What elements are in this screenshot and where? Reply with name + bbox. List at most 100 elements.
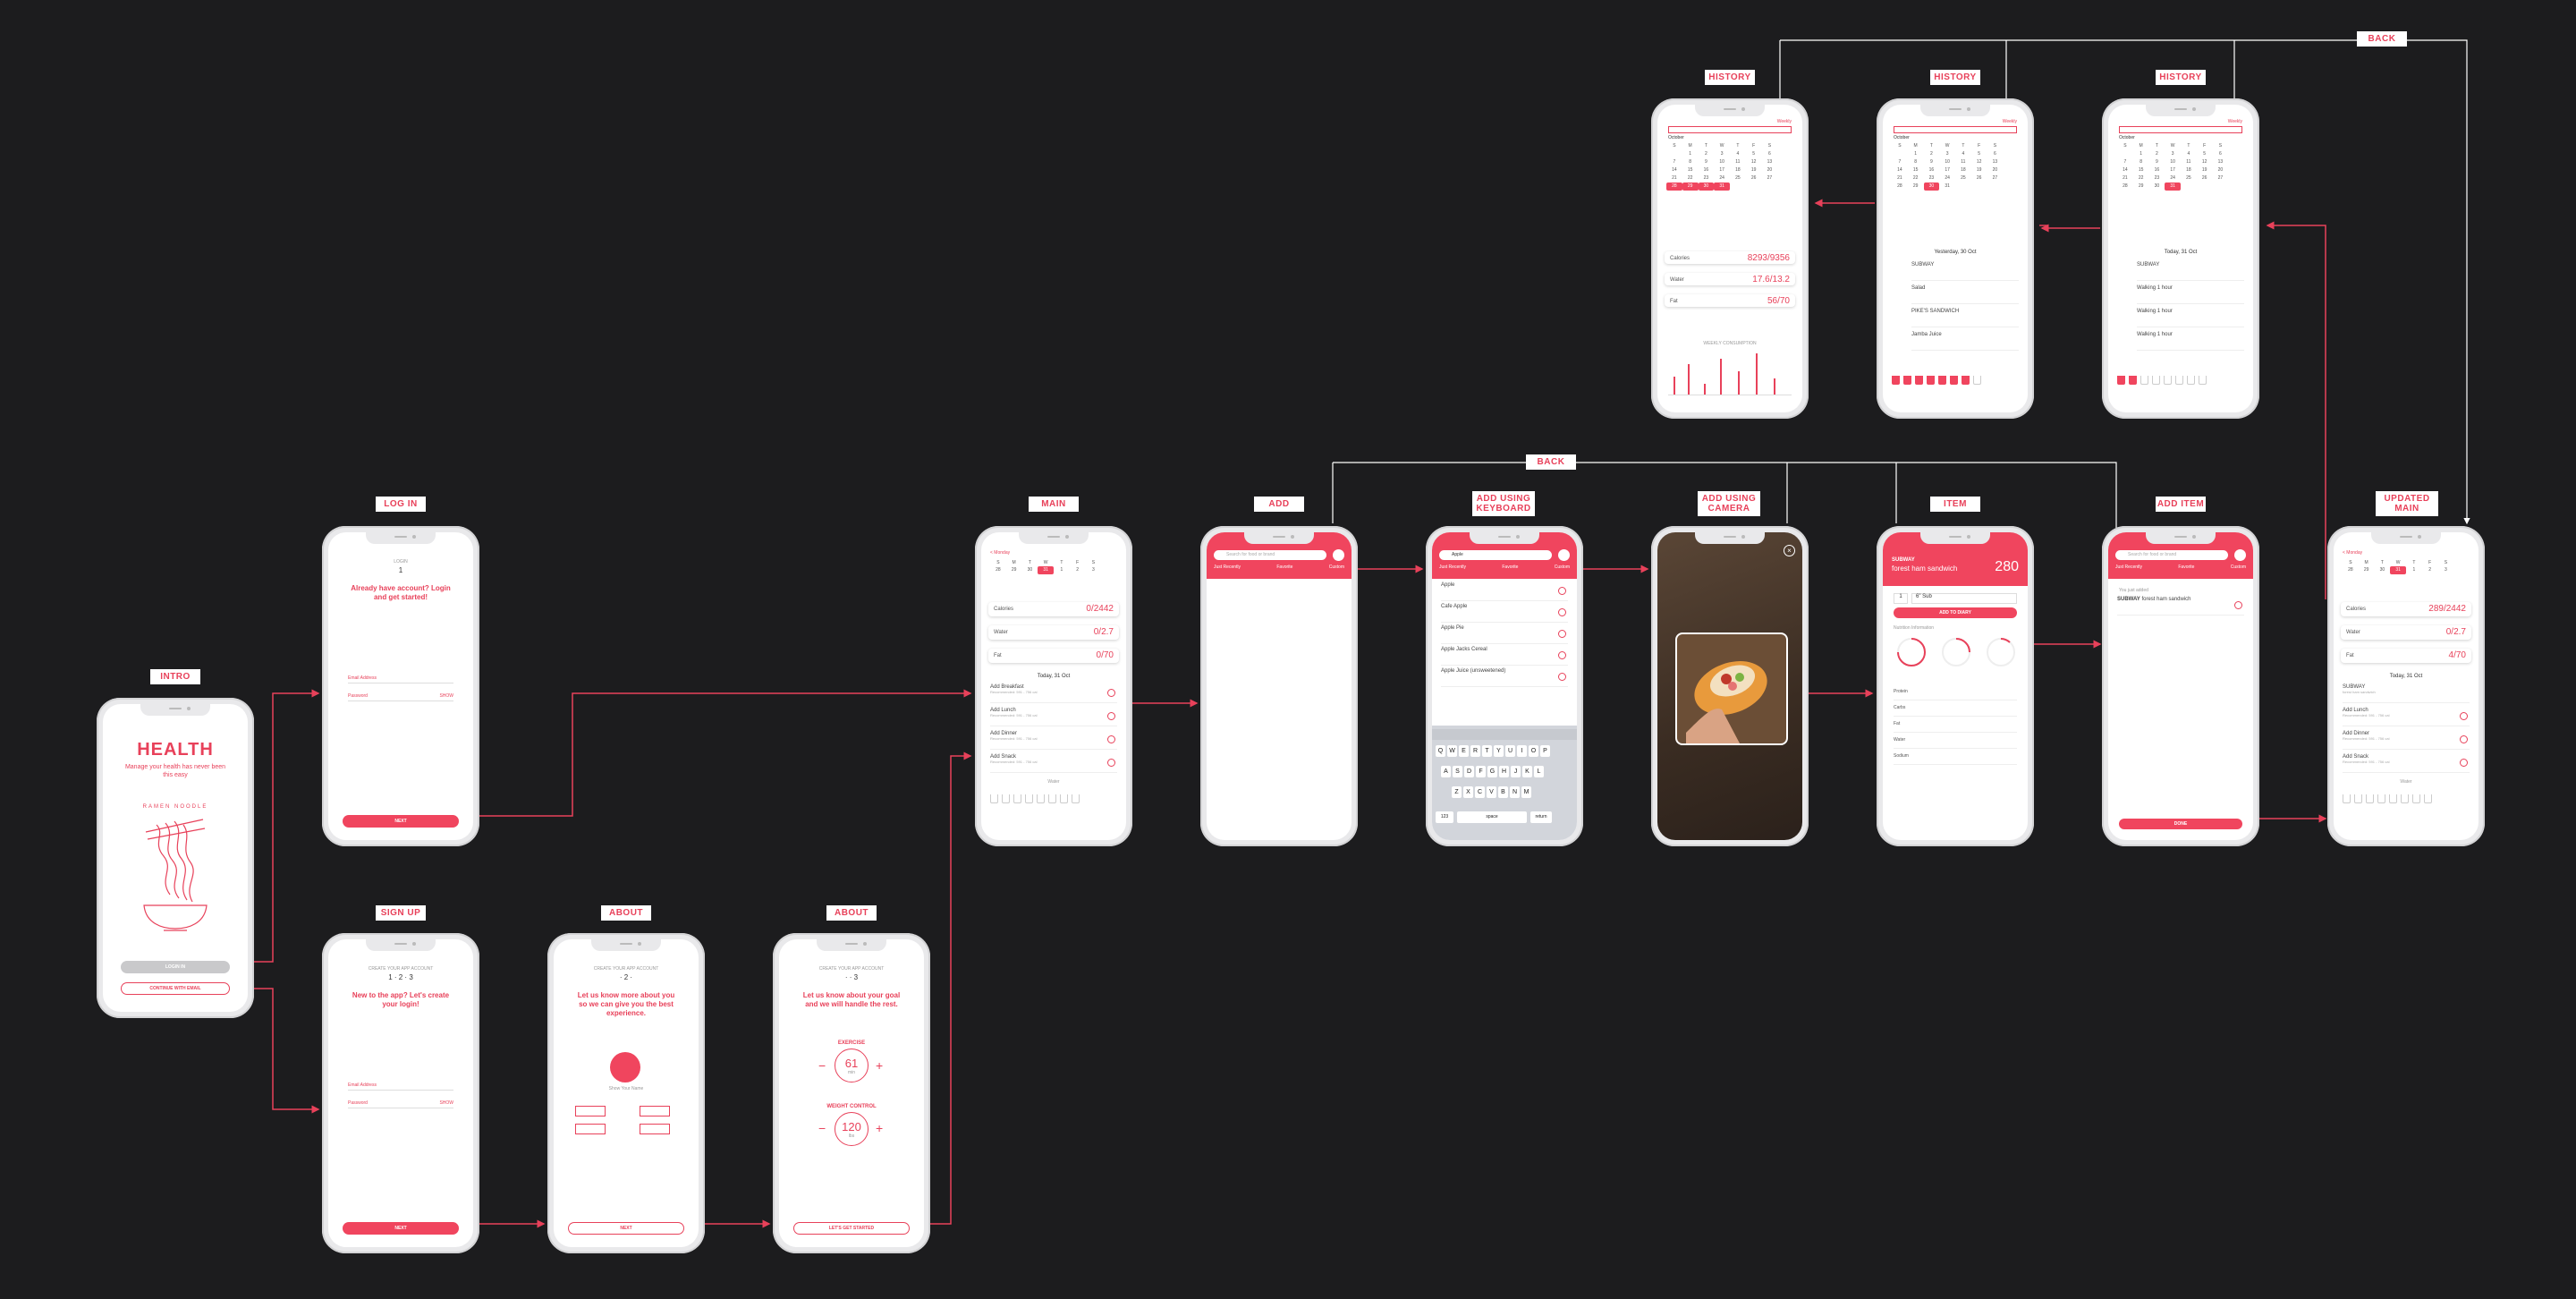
calendar-day[interactable]: 2 bbox=[1704, 151, 1707, 157]
calendar-day[interactable]: 24 bbox=[1945, 175, 1950, 181]
food-tabs[interactable]: Just Recently Favorite Custom bbox=[1439, 565, 1570, 570]
period-tabs[interactable] bbox=[2119, 126, 2242, 133]
key[interactable]: I bbox=[1517, 745, 1527, 757]
calendar-day[interactable]: 15 bbox=[1912, 167, 1919, 173]
meal-row[interactable]: Add Snack Recommended: 591 - 756 cal bbox=[990, 754, 1117, 773]
calendar-day[interactable]: 6 bbox=[1993, 151, 1996, 157]
calendar-day[interactable]: 19 bbox=[1750, 167, 1757, 173]
calendar-day[interactable]: 25 bbox=[1961, 175, 1966, 181]
key[interactable]: Z bbox=[1452, 786, 1462, 798]
calendar-day[interactable]: 20 bbox=[2217, 167, 2224, 173]
calendar-day[interactable]: 28 bbox=[2123, 183, 2128, 189]
key[interactable]: E bbox=[1459, 745, 1469, 757]
meal-row[interactable]: Add Dinner Recommended: 591 - 756 cal bbox=[2343, 731, 2470, 750]
water-cups[interactable] bbox=[2343, 792, 2470, 803]
calendar-day[interactable]: 12 bbox=[1750, 159, 1757, 165]
week-dates[interactable]: 28 29 30 31 1 2 3 bbox=[2348, 566, 2447, 574]
add-to-diary-button[interactable]: ADD TO DIARY bbox=[1894, 607, 2017, 618]
calendar-day[interactable]: 14 bbox=[2123, 167, 2128, 173]
history-row[interactable]: SUBWAY bbox=[1911, 262, 2019, 281]
calendar-day[interactable]: 13 bbox=[1767, 159, 1773, 165]
password-field[interactable]: Password SHOW bbox=[348, 693, 453, 701]
meal-row[interactable]: Add Dinner Recommended: 591 - 756 cal bbox=[990, 731, 1117, 750]
done-button[interactable]: DONE bbox=[2119, 819, 2242, 829]
calendar-day[interactable]: 7 bbox=[1898, 159, 1902, 165]
meal-row[interactable]: Add Breakfast Recommended: 591 - 756 cal bbox=[990, 684, 1117, 703]
key[interactable]: L bbox=[1534, 766, 1544, 777]
info-field[interactable] bbox=[640, 1106, 670, 1116]
calendar-day[interactable]: 30 bbox=[2154, 183, 2160, 189]
calendar-day[interactable]: 28 bbox=[1897, 183, 1902, 189]
space-key[interactable]: space bbox=[1457, 811, 1527, 823]
history-row[interactable]: PIKE'S SANDWICH bbox=[1911, 309, 2019, 327]
meal-row[interactable]: Add Lunch Recommended: 591 - 756 cal bbox=[2343, 708, 2470, 726]
calendar-day[interactable]: 18 bbox=[1735, 167, 1741, 173]
calendar-day[interactable]: 24 bbox=[1719, 175, 1724, 181]
key[interactable]: P bbox=[1540, 745, 1550, 757]
calendar-day[interactable]: 29 bbox=[2138, 183, 2144, 189]
camera-icon[interactable] bbox=[2234, 549, 2246, 561]
search-result[interactable]: Apple Jacks Cereal bbox=[1441, 647, 1568, 666]
calendar-day[interactable]: 26 bbox=[1976, 175, 1982, 181]
calendar-day[interactable]: 4 bbox=[1962, 151, 1965, 157]
calendar-day[interactable]: 4 bbox=[2187, 151, 2190, 157]
calendar-day[interactable]: 8 bbox=[1914, 159, 1918, 165]
calendar-day[interactable]: 3 bbox=[1720, 151, 1724, 157]
calendar-day[interactable]: 29 bbox=[1912, 183, 1919, 189]
meal-row[interactable]: Add Snack Recommended: 591 - 756 cal bbox=[2343, 754, 2470, 773]
calendar-day[interactable]: 11 bbox=[1735, 159, 1741, 165]
return-key[interactable]: return bbox=[1530, 811, 1552, 823]
period-tabs[interactable] bbox=[1668, 126, 1792, 133]
calendar-day[interactable]: 6 bbox=[2218, 151, 2222, 157]
key[interactable]: D bbox=[1464, 766, 1474, 777]
meal-row[interactable]: Add Lunch Recommended: 591 - 756 cal bbox=[990, 708, 1117, 726]
history-row[interactable]: Jamba Juice bbox=[1911, 332, 2019, 351]
filter-select[interactable]: Weekly bbox=[1776, 119, 1792, 124]
calendar-day[interactable]: 3 bbox=[1945, 151, 1949, 157]
key[interactable]: C bbox=[1475, 786, 1485, 798]
info-field[interactable] bbox=[575, 1124, 606, 1134]
calendar-day[interactable]: 29 bbox=[1682, 183, 1699, 191]
calendar-day[interactable]: 8 bbox=[1689, 159, 1692, 165]
calendar-day[interactable]: 11 bbox=[2186, 159, 2191, 165]
calendar-day[interactable]: 7 bbox=[1673, 159, 1676, 165]
calendar-day[interactable]: 2 bbox=[1929, 151, 1933, 157]
month-label[interactable]: October bbox=[2119, 135, 2135, 140]
calendar-day[interactable]: 26 bbox=[1750, 175, 1757, 181]
calendar-day[interactable]: 5 bbox=[2203, 151, 2207, 157]
history-row[interactable]: Salad bbox=[1911, 285, 2019, 304]
key[interactable]: B bbox=[1498, 786, 1508, 798]
search-result[interactable]: Apple bbox=[1441, 582, 1568, 601]
food-tabs[interactable]: Just Recently Favorite Custom bbox=[1214, 565, 1344, 570]
calendar-day[interactable]: 12 bbox=[1976, 159, 1982, 165]
key[interactable]: T bbox=[1482, 745, 1492, 757]
calendar-day[interactable]: 9 bbox=[2155, 159, 2158, 165]
key[interactable]: K bbox=[1522, 766, 1532, 777]
key[interactable]: O bbox=[1529, 745, 1538, 757]
calendar-day[interactable]: 10 bbox=[2170, 159, 2175, 165]
camera-icon[interactable] bbox=[1558, 549, 1570, 561]
exercise-minus-button[interactable]: − bbox=[818, 1058, 826, 1073]
history-row[interactable]: Walking 1 hour bbox=[2137, 332, 2244, 351]
calendar-day[interactable]: 19 bbox=[1976, 167, 1982, 173]
calendar-day[interactable]: 31 bbox=[1945, 183, 1950, 189]
food-tabs[interactable]: Just Recently Favorite Custom bbox=[2115, 565, 2246, 570]
key[interactable]: X bbox=[1463, 786, 1473, 798]
calendar-day[interactable]: 14 bbox=[1672, 167, 1677, 173]
month-calendar[interactable]: S M T W T F S 1 2 3 4 5 6 7 8 9 10 11 12 13 14 15 16 17 18 19 20 21… bbox=[1666, 142, 1793, 191]
calendar-day[interactable]: 14 bbox=[1897, 167, 1902, 173]
calendar-day[interactable]: 23 bbox=[2154, 175, 2160, 181]
month-calendar[interactable]: S M T W T F S 1 2 3 4 5 6 7 8 9 10 11 12 13 14 15 16 17 18 19 20 21… bbox=[2117, 142, 2244, 191]
calendar-day[interactable]: 7 bbox=[2123, 159, 2127, 165]
key[interactable]: W bbox=[1447, 745, 1457, 757]
calendar-day[interactable]: 6 bbox=[1767, 151, 1771, 157]
meal-row-breakfast[interactable]: SUBWAY forest ham sandwich bbox=[2343, 684, 2470, 703]
history-row[interactable]: Walking 1 hour bbox=[2137, 285, 2244, 304]
quantity-field[interactable]: 1 bbox=[1894, 593, 1908, 604]
calendar-day[interactable]: 1 bbox=[2140, 151, 2143, 157]
about1-next-button[interactable]: NEXT bbox=[568, 1222, 684, 1235]
calendar-day[interactable]: 24 bbox=[2170, 175, 2175, 181]
serving-select[interactable]: 6" Sub bbox=[1911, 593, 2017, 604]
calendar-day[interactable]: 1 bbox=[1689, 151, 1692, 157]
calendar-day[interactable]: 8 bbox=[2140, 159, 2143, 165]
